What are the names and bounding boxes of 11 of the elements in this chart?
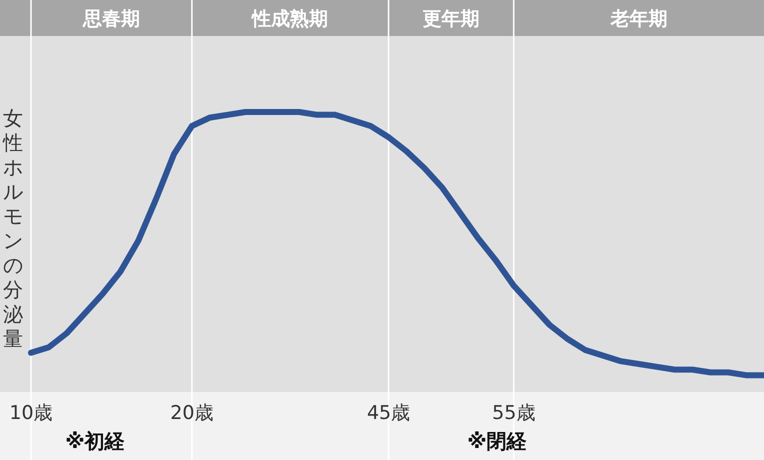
text: 女性ホルモンの分泌量 <box>3 106 23 350</box>
x-tick-label: 45歳 <box>366 402 410 424</box>
text: 老年期 <box>609 8 668 30</box>
text: 更年期 <box>422 8 480 30</box>
text: 思春期 <box>82 8 140 30</box>
text: ※初経 <box>65 429 125 453</box>
x-tick-label: 55歳 <box>492 402 536 424</box>
text: 性成熟期 <box>251 8 328 30</box>
text: ※閉経 <box>467 429 527 453</box>
x-tick-label: 10歳 <box>9 402 53 424</box>
x-tick-label: 20歳 <box>170 402 214 424</box>
